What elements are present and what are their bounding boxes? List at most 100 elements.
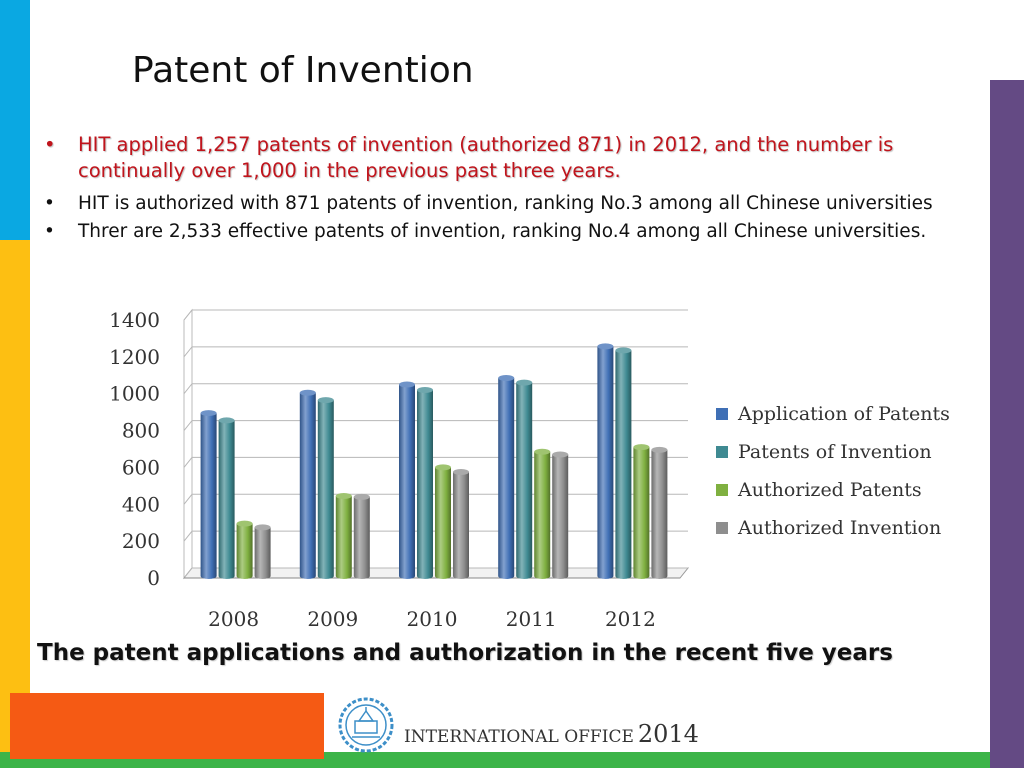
bullet-item: • HIT applied 1,257 patents of invention… (36, 132, 986, 184)
bar-top (353, 493, 370, 500)
legend-swatch (716, 446, 728, 458)
chart-legend: Application of Patents Patents of Inventi… (716, 395, 950, 547)
legend-label: Authorized Invention (738, 517, 942, 539)
bar-top (498, 375, 515, 382)
bar (498, 375, 515, 579)
bar-top (254, 524, 271, 531)
bar-top (633, 444, 650, 451)
bar-top (399, 381, 415, 388)
bar-top (453, 469, 469, 476)
bar (218, 417, 235, 579)
y-tick-label: 1000 (109, 382, 160, 406)
bar-body (417, 390, 433, 579)
bullet-marker: • (44, 133, 56, 156)
bar-body (353, 496, 370, 579)
bar (299, 389, 316, 579)
bar-body (615, 350, 632, 579)
legend-item: Application of Patents (716, 395, 950, 433)
bar (552, 451, 569, 579)
x-tick-label: 2012 (605, 607, 656, 631)
y-tick-label: 1200 (109, 345, 160, 369)
bottom-orange-block (10, 693, 324, 759)
left-blue-band (0, 0, 30, 240)
bar (399, 381, 415, 579)
y-tick-label: 800 (122, 419, 160, 443)
bullet-item: • HIT is authorized with 871 patents of … (36, 192, 986, 216)
legend-swatch (716, 522, 728, 534)
bar-body (453, 472, 469, 579)
bar-top (516, 379, 533, 386)
bar-body (399, 384, 415, 579)
legend-swatch (716, 484, 728, 496)
legend-label: Application of Patents (738, 403, 950, 425)
bullet-text: HIT is authorized with 871 patents of in… (78, 193, 933, 214)
bar-body (254, 527, 271, 579)
bar-top (236, 520, 253, 527)
bar-top (299, 389, 316, 396)
bar (317, 397, 334, 579)
bar-top (335, 492, 352, 499)
legend-item: Patents of Invention (716, 433, 950, 471)
bar-top (218, 417, 235, 424)
chart-bars (200, 343, 668, 579)
bar (597, 343, 614, 579)
legend-swatch (716, 408, 728, 420)
y-tick-label: 600 (122, 455, 160, 479)
x-axis-tick-labels: 2008 2009 2010 2011 2012 (208, 607, 656, 631)
y-tick-label: 200 (122, 529, 160, 553)
footer-year: 2014 (637, 720, 699, 748)
bar (353, 493, 370, 579)
bar-body (498, 378, 515, 579)
bar-top (317, 397, 334, 404)
bullet-marker: • (44, 193, 55, 214)
bullet-text: HIT applied 1,257 patents of invention (… (78, 133, 894, 182)
chart-caption: The patent applications and authorizatio… (37, 640, 893, 666)
bar (335, 492, 352, 579)
bar-body (218, 420, 235, 579)
x-tick-label: 2008 (208, 607, 259, 631)
left-yellow-band (0, 240, 30, 768)
bar-body (597, 346, 614, 579)
bar (516, 379, 533, 579)
bar-body (534, 451, 551, 579)
bar-top (552, 451, 569, 458)
bar-top (615, 347, 632, 354)
bar-top (597, 343, 614, 350)
bar-top (200, 410, 217, 417)
legend-label: Patents of Invention (738, 441, 932, 463)
bar-body (317, 400, 334, 579)
bar-top (417, 387, 433, 394)
y-tick-label: 1400 (109, 308, 160, 332)
bar-body (633, 447, 650, 579)
bar-top (435, 464, 451, 471)
x-tick-label: 2011 (506, 607, 557, 631)
bar-top (651, 446, 668, 453)
bar (200, 410, 217, 579)
bar-body (299, 392, 316, 579)
x-tick-label: 2010 (407, 607, 458, 631)
legend-item: Authorized Patents (716, 471, 950, 509)
bullet-item: • Threr are 2,533 effective patents of i… (36, 220, 986, 244)
bar (633, 444, 650, 579)
chart-side-wall (183, 308, 193, 580)
y-tick-label: 0 (147, 566, 160, 590)
hit-logo (338, 697, 394, 753)
gridline (183, 346, 688, 358)
y-tick-label: 400 (122, 492, 160, 516)
bar (435, 464, 451, 579)
bar-body (335, 495, 352, 579)
bar (417, 387, 433, 579)
y-axis-tick-labels: 0 200 400 600 800 1000 1200 1400 (109, 308, 160, 590)
bar-body (435, 467, 451, 579)
bullet-text: Threr are 2,533 effective patents of inv… (78, 221, 927, 242)
bullet-list: • HIT applied 1,257 patents of invention… (36, 132, 986, 248)
bar-body (516, 382, 533, 579)
bar-body (552, 454, 569, 579)
bar (615, 347, 632, 579)
bar (534, 448, 551, 579)
bar (236, 520, 253, 579)
footer-text: INTERNATIONAL OFFICE 2014 (404, 720, 699, 748)
bar (651, 446, 668, 579)
bar-body (236, 523, 253, 579)
